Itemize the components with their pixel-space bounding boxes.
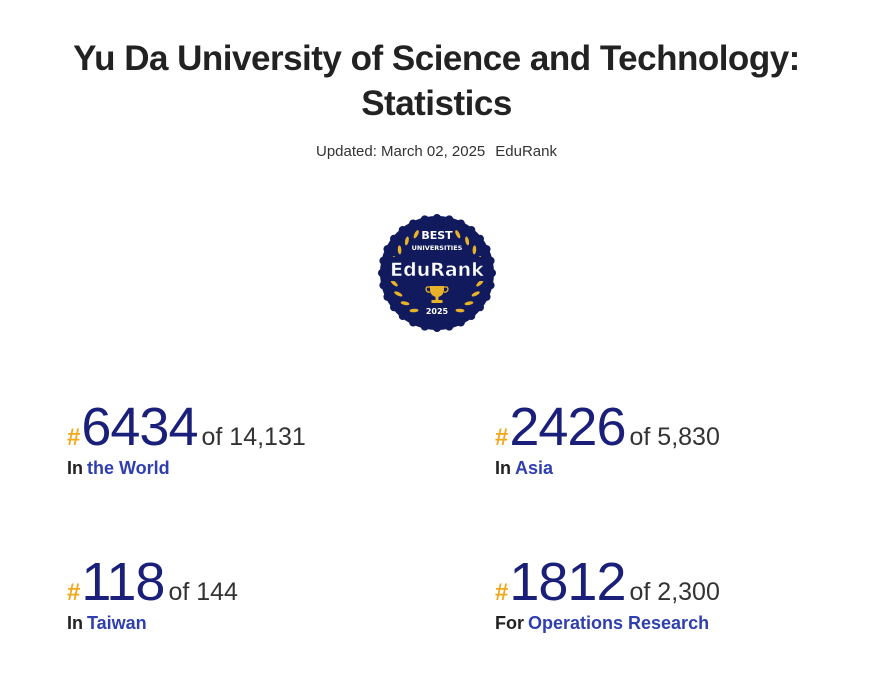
asia-rank-value: 2426 — [509, 397, 626, 457]
badge-scallop — [486, 281, 495, 290]
badge-scallop — [398, 225, 407, 234]
badge-scallop — [433, 324, 441, 332]
laurel-leaf — [455, 308, 465, 313]
laurel-leaf — [465, 236, 470, 246]
world-rank-value: 6434 — [81, 397, 198, 457]
scope-line: In Asia — [495, 458, 815, 479]
operations-research-link[interactable]: Operations Research — [528, 613, 710, 633]
badge-scallop — [445, 215, 454, 224]
laurel-leaf — [413, 230, 419, 239]
laurel-leaf — [397, 245, 402, 255]
laurel-leaf — [471, 291, 480, 297]
page-title-line-1: Yu Da University of Science and Technolo… — [73, 39, 800, 78]
rank-line: # 118 of 144 — [67, 555, 387, 609]
badge-scallop — [383, 245, 392, 254]
edurank-badge-logo: BEST UNIVERSITIES EduRank 2025 — [378, 214, 496, 332]
taiwan-link[interactable]: Taiwan — [87, 613, 147, 633]
subject-rank-value: 1812 — [509, 552, 626, 612]
badge-scallop — [379, 281, 388, 290]
badge-scallop — [456, 219, 465, 228]
badge-scallop — [482, 292, 491, 301]
scope-line: For Operations Research — [495, 613, 815, 634]
badge-scallop — [456, 318, 465, 327]
source-name: EduRank — [495, 143, 557, 160]
rank-line: # 2426 of 5,830 — [495, 400, 815, 454]
badge-scallop — [467, 225, 476, 234]
laurel-leaf — [464, 301, 474, 306]
country-total: of 144 — [168, 578, 238, 606]
badge-scallop — [389, 234, 398, 243]
badge-scallop — [476, 303, 485, 312]
scope-line: In Taiwan — [67, 613, 387, 634]
laurel-leaf — [394, 291, 403, 297]
hash-symbol: # — [495, 579, 509, 606]
badge-scallop — [445, 322, 454, 331]
updated-date: Updated: March 02, 2025 — [316, 143, 486, 160]
stat-world-rank: # 6434 of 14,131 In the World — [67, 400, 387, 479]
page-title-line-2: Statistics — [361, 84, 512, 123]
badge-scallop — [467, 312, 476, 321]
badge-scallop — [389, 303, 398, 312]
laurel-leaf — [409, 308, 419, 313]
scope-prefix: For — [495, 613, 524, 633]
badge-scallop — [409, 318, 418, 327]
scope-prefix: In — [495, 458, 511, 478]
badge-scallop — [383, 292, 392, 301]
scope-line: In the World — [67, 458, 387, 479]
world-link[interactable]: the World — [87, 458, 170, 478]
stat-asia-rank: # 2426 of 5,830 In Asia — [495, 400, 815, 479]
badge-brand-text: EduRank — [390, 259, 484, 281]
badge-scallop — [420, 322, 429, 331]
laurel-leaf — [476, 279, 484, 287]
laurel-leaf — [455, 230, 461, 239]
laurel-leaf — [400, 301, 410, 306]
laurel-leaf — [390, 279, 398, 287]
hash-symbol: # — [67, 424, 81, 451]
badge-year-text: 2025 — [426, 307, 449, 316]
asia-total: of 5,830 — [629, 423, 720, 451]
country-rank-value: 118 — [81, 552, 165, 612]
rank-line: # 6434 of 14,131 — [67, 400, 387, 454]
asia-link[interactable]: Asia — [515, 458, 554, 478]
laurel-leaf — [472, 245, 477, 255]
subject-total: of 2,300 — [629, 578, 720, 606]
badge-universities-text: UNIVERSITIES — [412, 244, 463, 252]
badge-best-text: BEST — [421, 229, 453, 242]
scope-prefix: In — [67, 613, 83, 633]
hash-symbol: # — [495, 424, 509, 451]
badge-scallop — [433, 214, 441, 222]
stat-subject-rank: # 1812 of 2,300 For Operations Research — [495, 555, 815, 634]
badge-scallop — [482, 245, 491, 254]
page-title: Yu Da University of Science and Technolo… — [0, 36, 873, 126]
rank-line: # 1812 of 2,300 — [495, 555, 815, 609]
badge-scallop — [398, 312, 407, 321]
trophy-icon — [425, 286, 449, 303]
hash-symbol: # — [67, 579, 81, 606]
scope-prefix: In — [67, 458, 83, 478]
badge-scallop — [420, 215, 429, 224]
badge-scallops — [378, 214, 496, 332]
badge-scallop — [409, 219, 418, 228]
laurel-leaf — [404, 236, 409, 246]
world-total: of 14,131 — [201, 423, 306, 451]
badge-scallop — [476, 234, 485, 243]
badge-banner — [384, 257, 490, 281]
stat-country-rank: # 118 of 144 In Taiwan — [67, 555, 387, 634]
updated-line: Updated: March 02, 2025 EduRank — [0, 143, 873, 160]
